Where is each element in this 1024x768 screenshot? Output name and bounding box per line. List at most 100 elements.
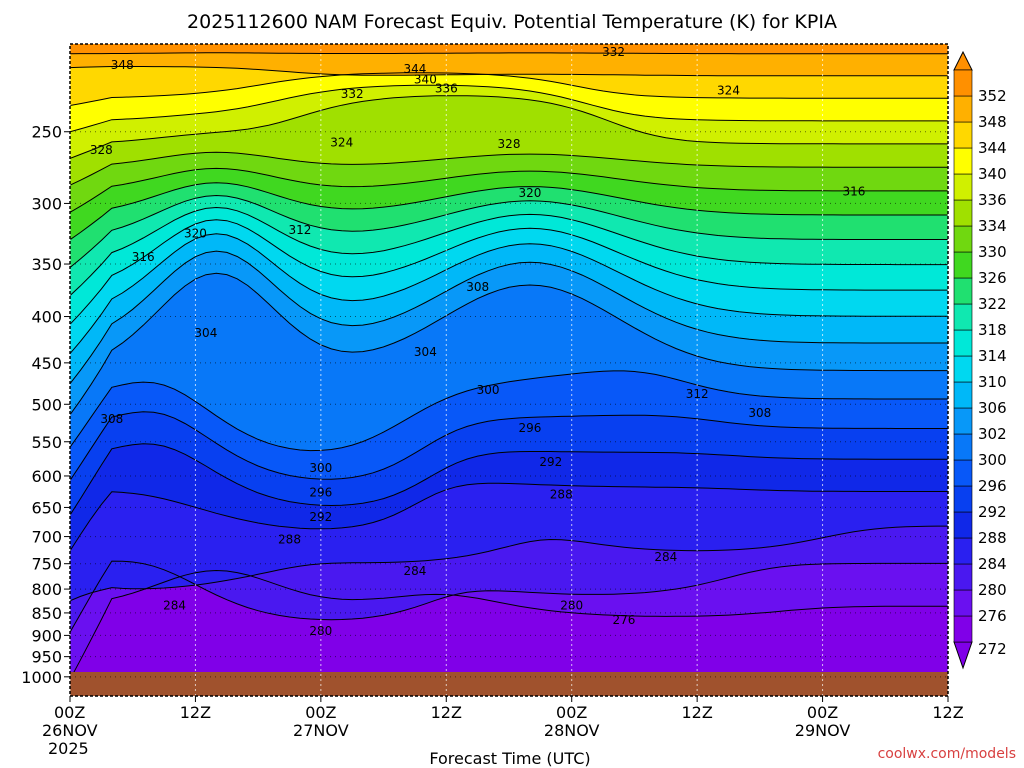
contour-336 — [70, 95, 948, 159]
y-tick-label-850: 850 — [31, 604, 62, 623]
contour-310 — [70, 233, 948, 354]
color-fill-field — [70, 44, 948, 696]
y-tick-label-950: 950 — [31, 648, 62, 667]
colorbar-swatch-344 — [953, 121, 973, 149]
y-tick-label-700: 700 — [31, 528, 62, 547]
x-axis-label: Forecast Time (UTC) — [429, 749, 590, 768]
contour-label-328-8: 328 — [90, 143, 113, 157]
colorbar-label-292: 292 — [978, 503, 1007, 521]
x-tick-label-84: 12Z — [932, 703, 963, 722]
contour-label-336-3: 336 — [435, 82, 458, 96]
credit-text: coolwx.com/models — [878, 746, 1016, 762]
colorbar-label-276: 276 — [978, 607, 1007, 625]
contour-label-320-10: 320 — [518, 186, 541, 200]
colorbar-swatch-280 — [953, 563, 973, 591]
grid-lines — [69, 44, 949, 696]
y-tick-label-900: 900 — [31, 626, 62, 645]
contour-340 — [70, 84, 948, 133]
y-tick-label-450: 450 — [31, 354, 62, 373]
y-tick-label-1000: 1000 — [21, 668, 62, 687]
ground-surface-bar — [70, 672, 948, 696]
contour-label-308-20: 308 — [100, 412, 123, 426]
field-fill-352 — [70, 44, 948, 54]
colorbar-swatch-302 — [953, 407, 973, 435]
contour-label-284-31: 284 — [163, 598, 186, 612]
colorbar-swatch-300 — [953, 433, 973, 461]
x-tick-label-60: 12Z — [681, 703, 712, 722]
contour-label-332-5: 332 — [602, 45, 625, 59]
contour-label-292-27: 292 — [309, 510, 332, 524]
contour-288 — [70, 482, 948, 552]
colorbar-label-284: 284 — [978, 555, 1007, 573]
colorbar-label-300: 300 — [978, 451, 1007, 469]
contour-318 — [70, 206, 948, 296]
colorbar-swatch-318 — [953, 303, 973, 331]
contour-280 — [70, 560, 948, 633]
y-tick-label-400: 400 — [31, 308, 62, 327]
contour-label-320-12: 320 — [184, 227, 207, 241]
colorbar-swatch-336 — [953, 173, 973, 201]
colorbar-label-288: 288 — [978, 529, 1007, 547]
colorbar-label-336: 336 — [978, 191, 1007, 209]
contour-label-324-6: 324 — [717, 83, 740, 97]
x-tick-label-72: 00Z — [807, 703, 838, 722]
x-date-label-72: 29NOV — [795, 721, 851, 740]
y-tick-label-650: 650 — [31, 498, 62, 517]
x-tick-label-24: 00Z — [305, 703, 336, 722]
y-tick-label-250: 250 — [31, 123, 62, 142]
colorbar-swatch-284 — [953, 537, 973, 565]
colorbar-label-280: 280 — [978, 581, 1007, 599]
colorbar-extend-bottom — [953, 641, 973, 670]
contour-label-284-30: 284 — [403, 564, 426, 578]
contour-label-300-23: 300 — [309, 461, 332, 475]
contour-label-304-17: 304 — [414, 345, 437, 359]
colorbar-swatch-296 — [953, 459, 973, 487]
colorbar-swatch-288 — [953, 511, 973, 539]
x-tick-label-36: 12Z — [431, 703, 462, 722]
colorbar-swatch-306 — [953, 381, 973, 409]
colorbar-swatch-310 — [953, 355, 973, 383]
contour-label-300-18: 300 — [477, 383, 500, 397]
colorbar-label-348: 348 — [978, 113, 1007, 131]
contour-label-316-11: 316 — [842, 184, 865, 198]
x-date-label-0: 26NOV — [42, 721, 98, 740]
contour-label-296-25: 296 — [309, 486, 332, 500]
contour-label-288-26: 288 — [550, 488, 573, 502]
contour-label-324-7: 324 — [330, 136, 353, 150]
contour-296 — [70, 411, 948, 481]
contour-348 — [70, 66, 948, 77]
pressure-axis: 250 300 350 400 450 500 550 600 650 700 750 800 850 9… — [21, 123, 70, 687]
y-tick-label-750: 750 — [31, 555, 62, 574]
contour-330 — [70, 167, 948, 213]
x-tick-label-0: 00Z — [54, 703, 85, 722]
colorbar-label-322: 322 — [978, 295, 1007, 313]
x-date-label-24: 27NOV — [293, 721, 349, 740]
y-tick-label-800: 800 — [31, 580, 62, 599]
y-tick-label-350: 350 — [31, 255, 62, 274]
contour-label-308-15: 308 — [466, 280, 489, 294]
contour-284 — [70, 525, 948, 602]
contour-label-288-28: 288 — [278, 532, 301, 546]
colorbar-label-326: 326 — [978, 269, 1007, 287]
colorbar-swatch-276 — [953, 589, 973, 617]
colorbar-swatch-326 — [953, 251, 973, 279]
colorbar-swatch-322 — [953, 277, 973, 305]
contour-label-316-14: 316 — [132, 250, 155, 264]
colorbar-swatch-348 — [953, 95, 973, 123]
contour-314 — [70, 219, 948, 325]
colorbar-label-318: 318 — [978, 321, 1007, 339]
contour-306 — [70, 250, 948, 385]
contour-322 — [70, 194, 948, 268]
chart-title: 2025112600 NAM Forecast Equiv. Potential… — [187, 11, 837, 33]
contour-label-328-9: 328 — [498, 137, 521, 151]
contour-300 — [70, 370, 948, 452]
contour-label-312-19: 312 — [686, 387, 709, 401]
contour-label-276-33: 276 — [613, 613, 636, 627]
colorbar-label-306: 306 — [978, 399, 1007, 417]
contour-label-280-32: 280 — [560, 598, 583, 612]
colorbar-label-302: 302 — [978, 425, 1007, 443]
colorbar-label-344: 344 — [978, 139, 1007, 157]
contour-label-280-34: 280 — [309, 624, 332, 638]
